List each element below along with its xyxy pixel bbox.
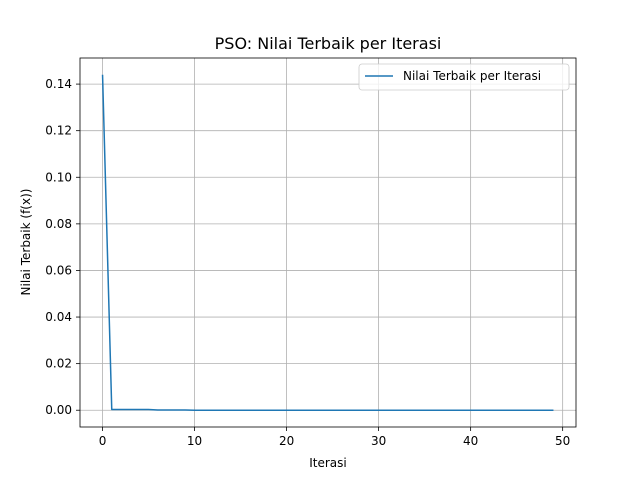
x-tick-label: 50 [555,434,570,448]
x-tick-label: 30 [371,434,386,448]
series-layer [101,74,554,411]
y-tick-label: 0.04 [45,310,72,324]
y-tick-label: 0.10 [45,170,72,184]
y-tick-label: 0.14 [45,77,72,91]
legend: Nilai Terbaik per Iterasi [358,63,570,91]
y-tick-label: 0.08 [45,217,72,231]
y-tick-label: 0.06 [45,263,72,277]
x-tick-label: 10 [187,434,202,448]
series-line [101,74,554,411]
y-axis-label: Nilai Terbaik (f(x)) [19,189,33,296]
legend-label: Nilai Terbaik per Iterasi [403,69,541,83]
x-tick-label: 20 [279,434,294,448]
x-axis-ticks: 0 10 20 30 40 50 [99,427,570,448]
grid [80,58,576,427]
x-tick-label: 40 [463,434,478,448]
x-axis-label: Iterasi [309,456,347,470]
x-tick-label: 0 [99,434,107,448]
plot-frame [79,57,577,428]
y-tick-label: 0.00 [45,403,72,417]
chart-title: PSO: Nilai Terbaik per Iterasi [215,34,442,53]
y-tick-label: 0.12 [45,124,72,138]
y-axis-ticks: 0.00 0.02 0.04 0.06 0.08 0.10 0.12 0.14 [45,77,80,417]
y-tick-label: 0.02 [45,357,72,371]
legend-box [358,63,570,91]
